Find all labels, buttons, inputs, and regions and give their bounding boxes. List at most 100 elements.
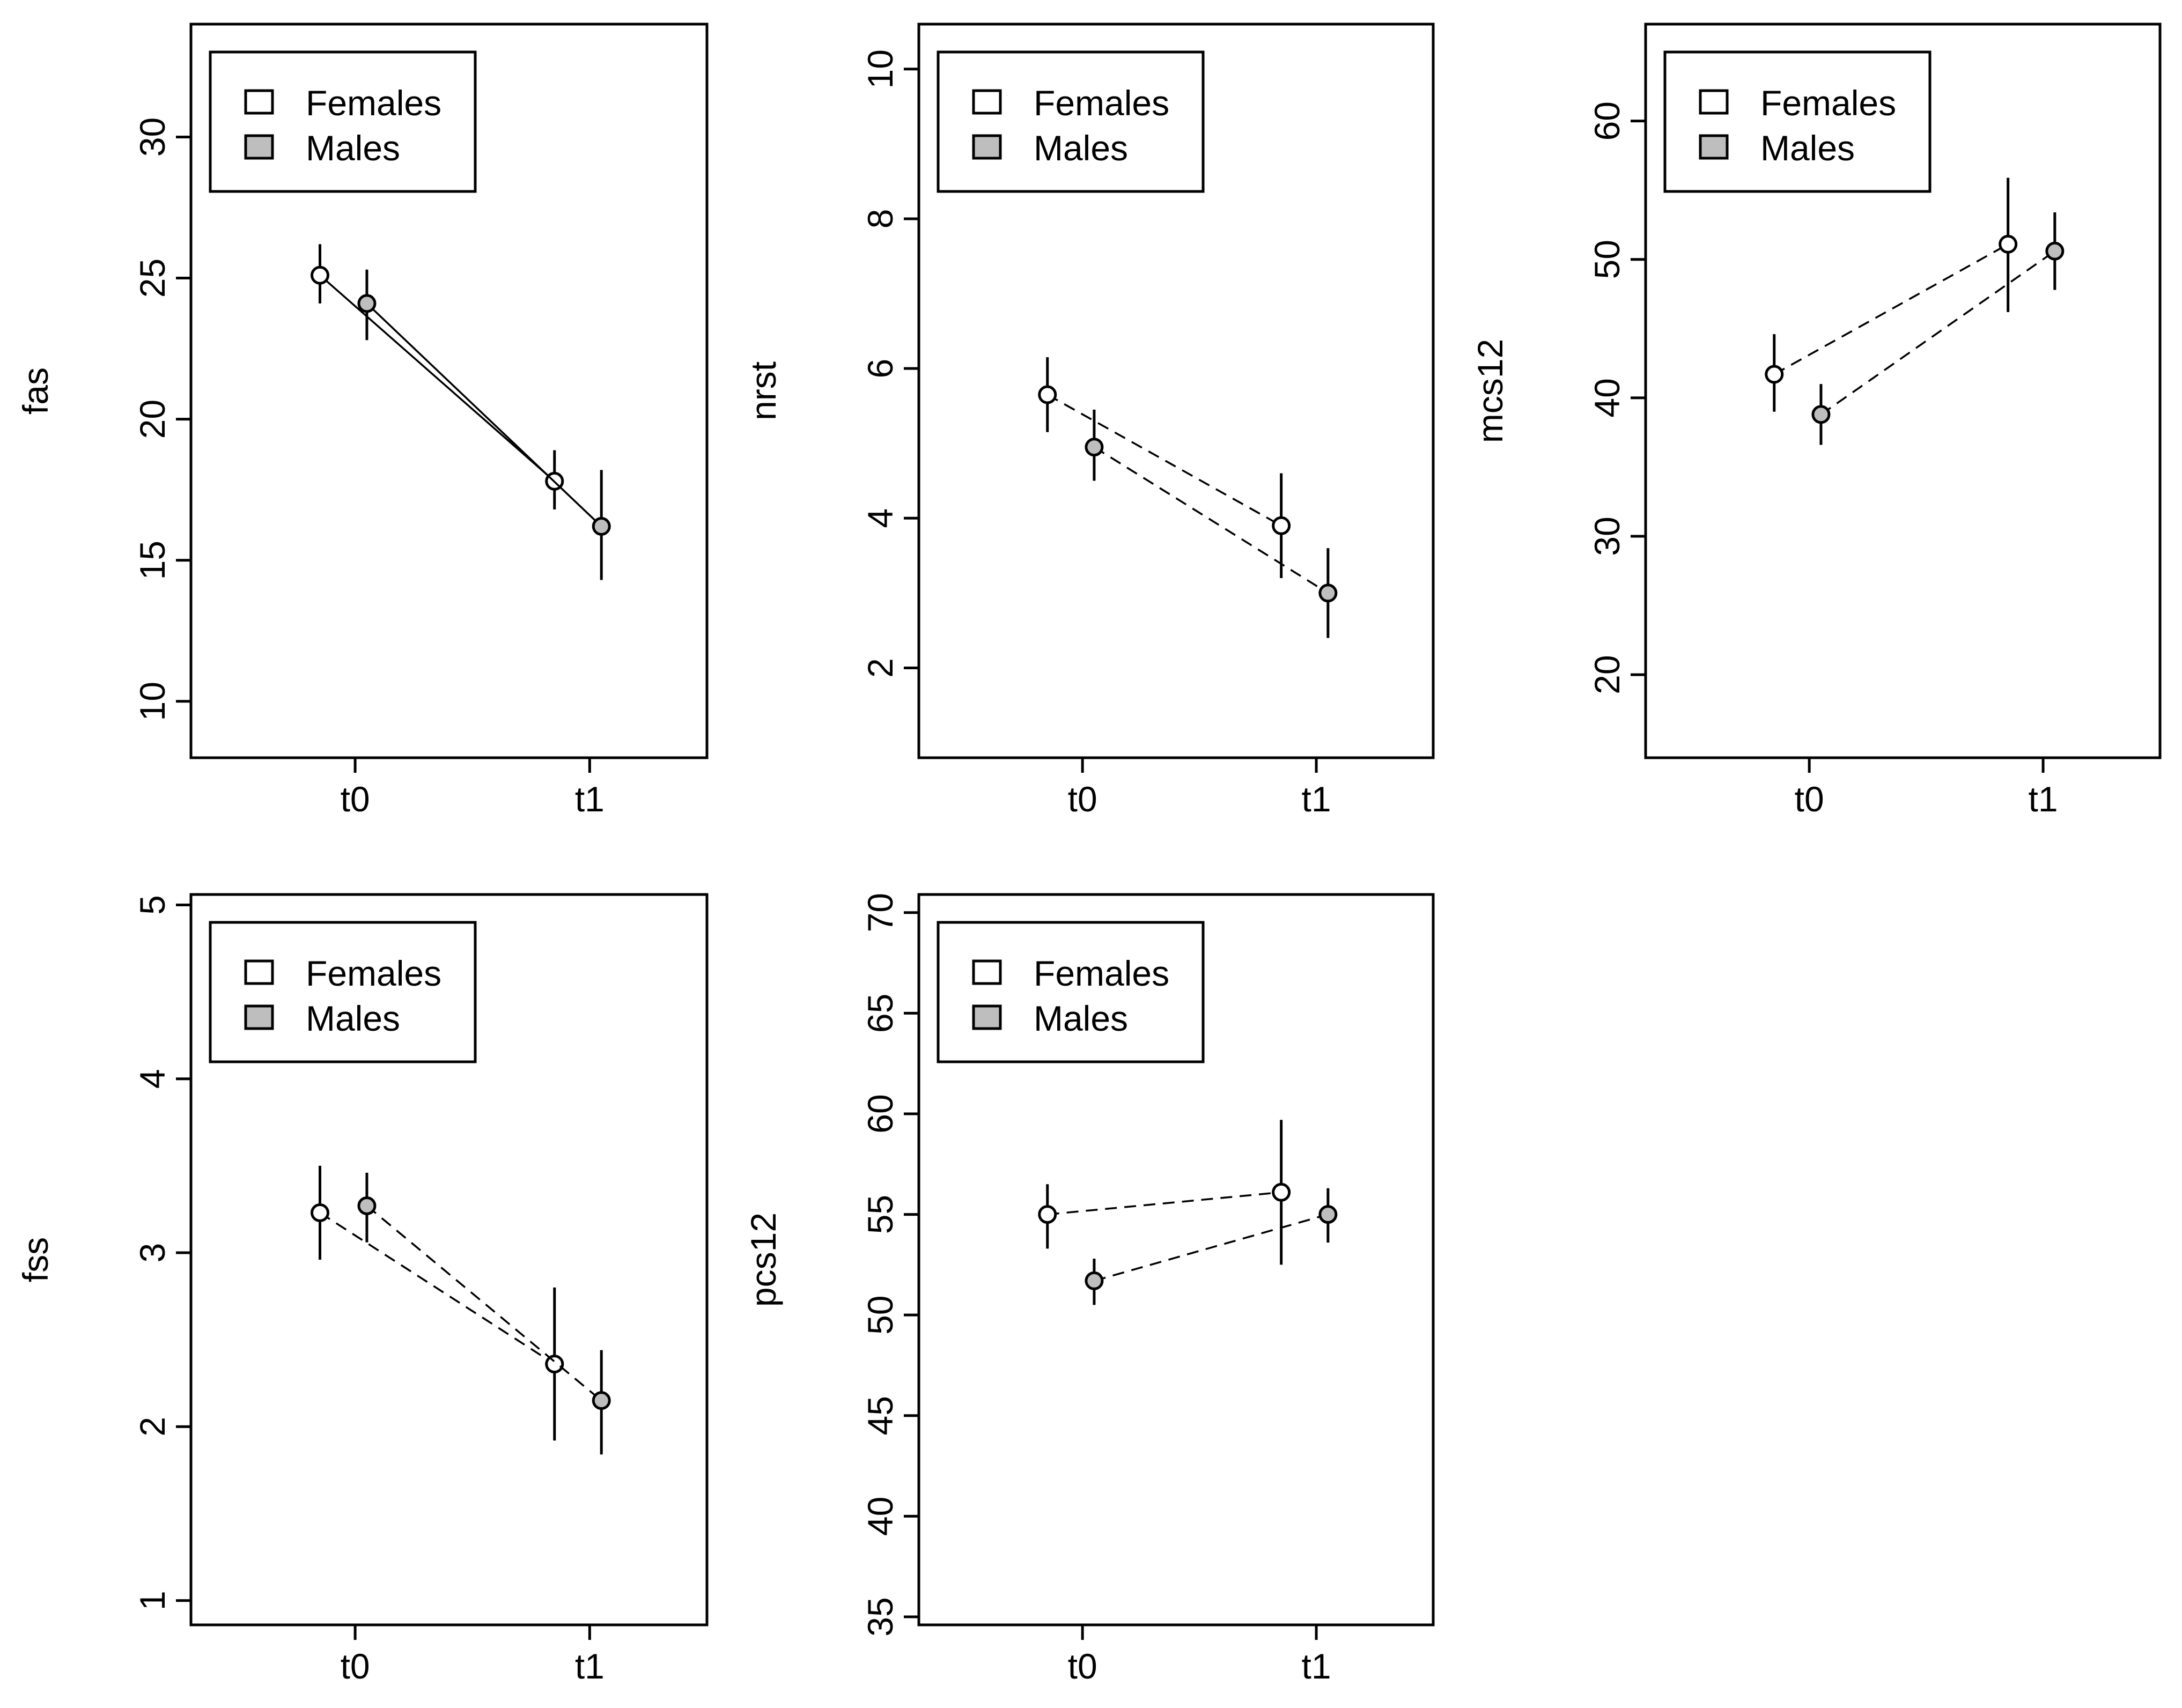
y-tick-label: 6 (860, 359, 900, 379)
legend-box (937, 921, 1205, 1063)
legend-label: Females (306, 83, 441, 123)
data-point (592, 517, 611, 536)
legend-swatch (1699, 134, 1729, 160)
series-line (366, 1205, 602, 1402)
series-line (1046, 394, 1282, 527)
legend-swatch (972, 959, 1002, 985)
x-tick-label: t1 (1302, 779, 1331, 819)
x-tick-label: t0 (1068, 779, 1097, 819)
chart-panel-nrst: 2 4 6 8 10 nrst t0 t1 Females Males (743, 23, 1435, 819)
y-tick-label: 60 (1587, 101, 1627, 141)
y-axis-label: fss (16, 1237, 55, 1282)
y-tick-label: 8 (860, 209, 900, 229)
series-females (1038, 357, 1291, 578)
series-males (1085, 1188, 1338, 1305)
y-axis: 2 4 6 8 10 (860, 49, 919, 678)
data-point (1999, 234, 2018, 254)
data-point (592, 1391, 611, 1410)
y-tick-label: 40 (1587, 378, 1627, 417)
series-line (319, 1211, 555, 1365)
y-tick-label: 30 (132, 117, 172, 157)
y-tick-label: 40 (860, 1497, 900, 1536)
y-tick-label: 65 (860, 994, 900, 1033)
y-tick-label: 5 (132, 895, 172, 915)
legend-swatch (1699, 89, 1729, 115)
y-axis-label: pcs12 (743, 1212, 783, 1307)
data-point (1318, 1205, 1338, 1224)
data-point (1811, 405, 1831, 424)
y-axis-label: mcs12 (1470, 339, 1510, 443)
chart-panel-fas: 10 15 20 25 30 fas t0 t1 Females Males (16, 23, 709, 819)
data-point (1038, 385, 1057, 404)
plot-frame (189, 893, 709, 1626)
y-axis-label: fas (16, 367, 55, 415)
y-tick-label: 15 (132, 541, 172, 580)
y-tick-label: 4 (132, 1069, 172, 1089)
y-axis-label: nrst (743, 361, 783, 420)
legend-swatch (972, 1004, 1002, 1030)
y-tick-label: 1 (132, 1591, 172, 1610)
legend-swatch (972, 134, 1002, 160)
legend-label: Females (306, 953, 441, 993)
series-males (1085, 409, 1338, 638)
x-tick-label: t0 (1795, 779, 1824, 819)
x-axis: t0 t1 (1068, 758, 1331, 819)
data-point (545, 1355, 564, 1374)
x-tick-label: t0 (341, 1646, 370, 1686)
plot-frame (189, 23, 709, 759)
legend: Females Males (209, 921, 477, 1063)
legend-label: Females (1760, 83, 1896, 123)
x-tick-label: t1 (575, 1646, 605, 1686)
data-point (2045, 241, 2065, 261)
data-point (357, 1196, 377, 1215)
data-point (357, 294, 377, 313)
series-line (1820, 250, 2055, 416)
x-axis: t0 t1 (341, 1625, 605, 1686)
legend-swatch (244, 959, 274, 985)
x-tick-label: t1 (575, 779, 605, 819)
legend-label: Males (1760, 128, 1855, 168)
y-tick-label: 3 (132, 1243, 172, 1263)
data-point (1765, 365, 1784, 384)
legend-label: Males (306, 999, 400, 1038)
y-tick-label: 2 (860, 658, 900, 678)
y-tick-label: 55 (860, 1195, 900, 1234)
legend-label: Females (1034, 953, 1169, 993)
data-point (1085, 438, 1104, 457)
legend-box (209, 50, 477, 193)
legend: Females Males (209, 50, 477, 193)
legend-box (1663, 50, 1932, 193)
legend-box (937, 50, 1205, 193)
chart-panel-mcs12: 20 30 40 50 60 mcs12 t0 t1 Females Males (1470, 23, 2162, 819)
legend: Females Males (1663, 50, 1932, 193)
legend-swatch (244, 134, 274, 160)
data-point (311, 1203, 329, 1222)
legend-label: Males (1034, 128, 1128, 168)
x-tick-label: t1 (1302, 1646, 1331, 1686)
y-tick-label: 20 (132, 400, 172, 439)
legend-swatch (244, 1004, 274, 1030)
data-point (1318, 583, 1338, 603)
data-point (1272, 1182, 1291, 1202)
x-tick-label: t0 (341, 779, 370, 819)
y-tick-label: 50 (1587, 240, 1627, 279)
series-females (1038, 1120, 1291, 1265)
series-males (1811, 212, 2065, 445)
series-line (1047, 1191, 1281, 1216)
series-line (366, 302, 602, 527)
x-tick-label: t0 (1068, 1646, 1097, 1686)
series-line (1773, 243, 2009, 375)
series-line (1094, 446, 1329, 594)
legend: Females Males (937, 50, 1205, 193)
series-males (357, 1172, 611, 1455)
y-tick-label: 30 (1587, 516, 1627, 556)
y-tick-label: 50 (860, 1295, 900, 1334)
y-tick-label: 2 (132, 1417, 172, 1437)
series-females (311, 1165, 564, 1441)
legend-box (209, 921, 477, 1063)
legend-swatch (972, 89, 1002, 115)
x-tick-label: t1 (2029, 779, 2058, 819)
x-axis: t0 t1 (341, 758, 605, 819)
series-females (311, 244, 564, 509)
